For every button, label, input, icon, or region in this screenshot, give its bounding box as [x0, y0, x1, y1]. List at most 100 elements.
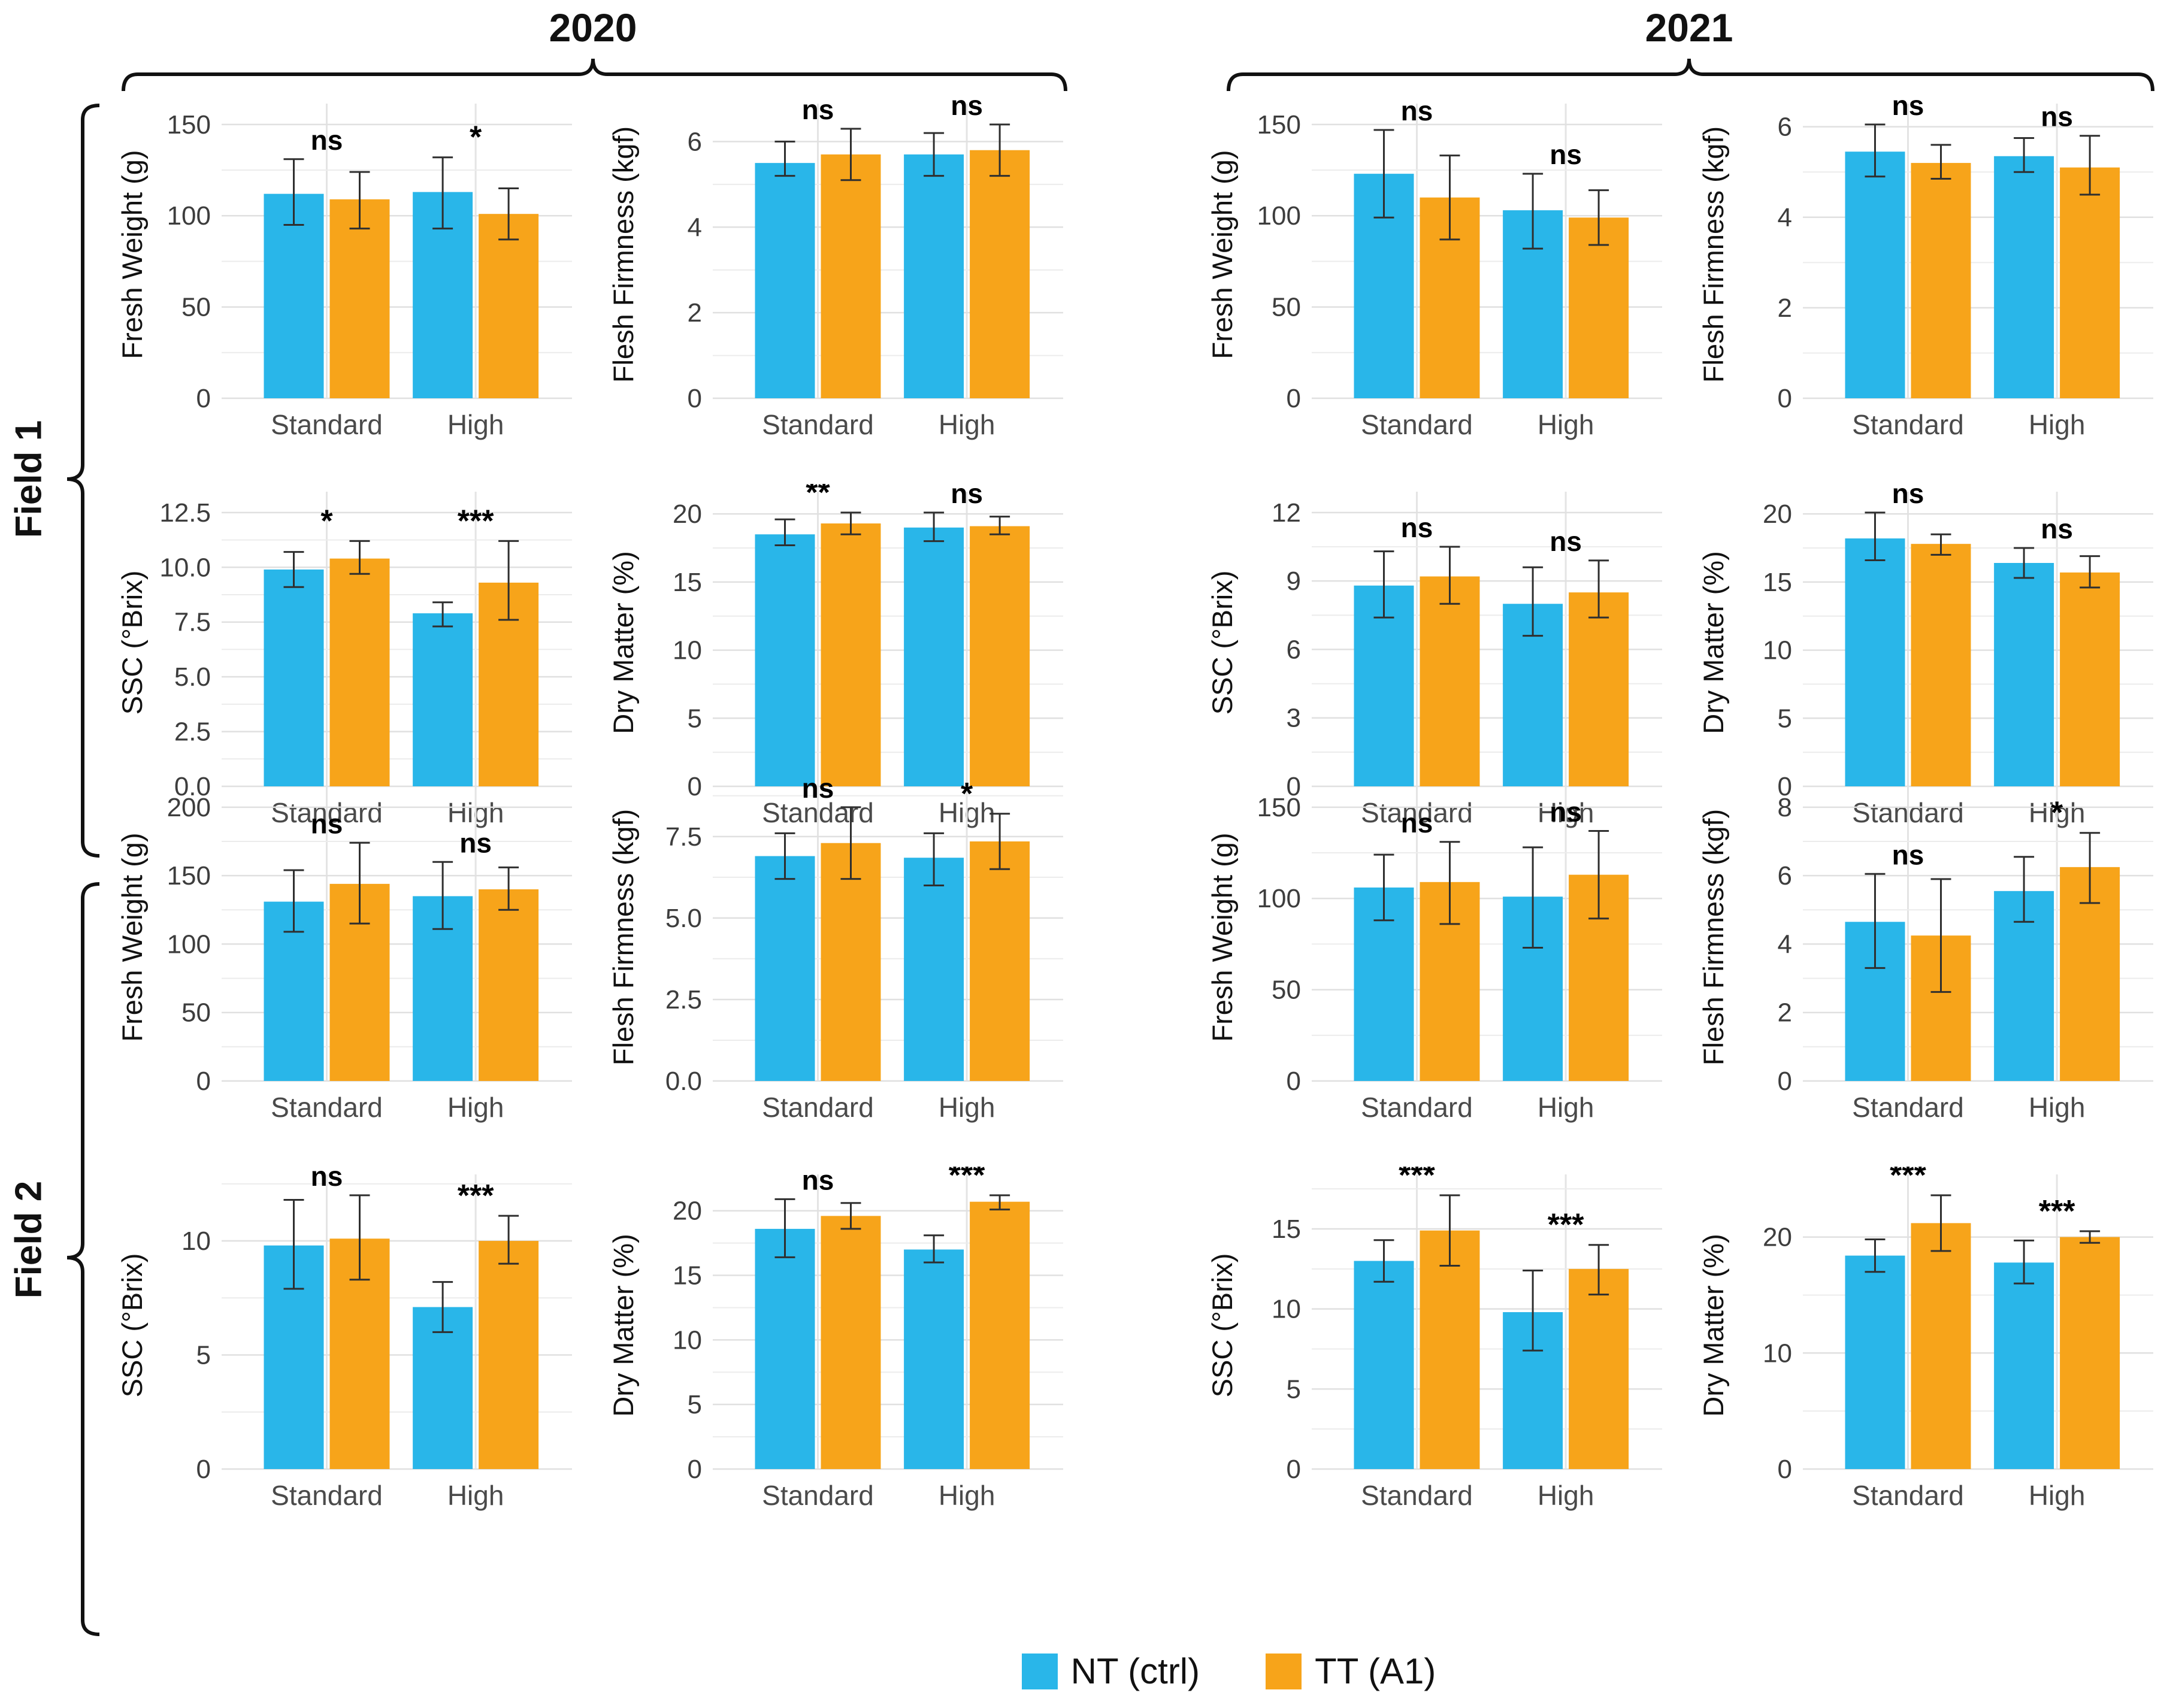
error-bar: [1523, 1270, 1544, 1352]
y-tick-label: 5: [1778, 704, 1792, 733]
y-tick-label: 0: [1287, 772, 1301, 801]
y-tick-label: 0: [1778, 772, 1792, 801]
error-bar: [774, 1198, 795, 1258]
y-tick-label: 20: [673, 499, 702, 529]
x-category-label: Standard: [271, 1092, 383, 1123]
y-tick-label: 0: [688, 1455, 702, 1484]
y-tick-label: 5.0: [174, 662, 211, 692]
error-bar: [498, 1215, 519, 1265]
y-tick-label: 7.5: [665, 822, 702, 852]
y-tick-label: 8: [1778, 793, 1792, 822]
bar-nt-high: [1994, 156, 2054, 398]
x-category-label: Standard: [1361, 1480, 1473, 1511]
significance-label: ***: [458, 504, 494, 538]
y-tick-label: 15: [1272, 1215, 1301, 1244]
panel-field2-2020-dry_matter: 0 5 10 15 20 ns Standard *** High Dry Matter (%): [602, 1158, 1090, 1550]
bar-tt-standard: [1911, 1223, 1971, 1469]
panel-field2-2020-flesh_firmness: 0.0 2.5 5.0 7.5 ns Standard * High Flesh Firmnes…: [602, 773, 1090, 1162]
y-tick-label: 5: [1287, 1374, 1301, 1404]
error-bar: [432, 601, 453, 628]
x-category-label: High: [939, 1092, 995, 1123]
error-bar: [2014, 547, 2035, 579]
panel-field2-2021-fresh_weight: 0 50 100 150 ns Standard ns High Fresh Weight (g…: [1201, 779, 1689, 1162]
bar-tt-standard: [1911, 544, 1971, 786]
error-bar: [1523, 846, 1544, 949]
year-header-2021: 2021: [1645, 5, 1733, 50]
bar-nt-high: [904, 154, 964, 398]
y-tick-label: 15: [673, 568, 702, 597]
y-axis-title: Flesh Firmness (kgf): [1697, 126, 1729, 383]
panel-svg: 0 5 10 15 *** Standard *** High SSC (°Brix): [1206, 1158, 1662, 1511]
bar-tt-high: [970, 1201, 1030, 1469]
bar-tt-standard: [1911, 163, 1971, 398]
y-tick-label: 7.5: [174, 608, 211, 637]
error-bar: [1439, 1194, 1460, 1267]
bar-nt-standard: [755, 856, 815, 1081]
error-bar: [1523, 566, 1544, 637]
bar-tt-standard: [329, 558, 390, 786]
y-tick-label: 0: [196, 384, 211, 413]
y-tick-label: 15: [673, 1261, 702, 1291]
x-category-label: Standard: [1361, 1092, 1473, 1123]
y-tick-label: 0: [1778, 1455, 1792, 1484]
y-axis-title: Fresh Weight (g): [1206, 150, 1238, 359]
y-tick-label: 2: [1778, 293, 1792, 323]
significance-label: ***: [2039, 1194, 2075, 1229]
tt-color-swatch: [1266, 1653, 1302, 1689]
bar-tt-standard: [329, 199, 390, 398]
bar-tt-high: [479, 889, 539, 1081]
error-bar: [924, 832, 945, 886]
error-bar: [1373, 1239, 1394, 1283]
error-bar: [1865, 1238, 1886, 1273]
y-tick-label: 0.0: [174, 772, 211, 801]
y-tick-label: 0: [1287, 1067, 1301, 1096]
panel-field2-2020-fresh_weight: 0 50 100 150 200 ns Standard ns High Fresh Weight…: [111, 779, 599, 1162]
error-bar: [989, 123, 1010, 177]
y-tick-label: 200: [167, 793, 211, 822]
y-tick-label: 2.5: [665, 985, 702, 1014]
panel-field1-2021-dry_matter: 0 5 10 15 20 ns Standard ns High Dry Matter (%): [1692, 478, 2180, 867]
significance-label: ns: [951, 96, 983, 121]
x-category-label: High: [1538, 1092, 1594, 1123]
bar-nt-high: [904, 1249, 964, 1469]
y-tick-label: 0: [1778, 384, 1792, 413]
significance-label: ns: [1892, 484, 1924, 509]
bar-nt-high: [1994, 1262, 2054, 1469]
significance-label: ***: [1548, 1208, 1584, 1243]
y-tick-label: 10: [673, 1325, 702, 1355]
error-bar: [2014, 137, 2035, 173]
y-tick-label: 5: [688, 1390, 702, 1419]
y-tick-label: 50: [1272, 293, 1301, 322]
y-tick-label: 2.5: [174, 717, 211, 747]
y-axis-title: SSC (°Brix): [1206, 1253, 1238, 1398]
y-tick-label: 150: [1257, 110, 1301, 140]
y-tick-label: 20: [673, 1197, 702, 1226]
y-tick-label: 5.0: [665, 904, 702, 933]
y-tick-label: 0: [688, 772, 702, 801]
nt-legend-label: NT (ctrl): [1070, 1651, 1200, 1691]
error-bar: [432, 156, 453, 230]
y-tick-label: 10: [673, 636, 702, 665]
bar-tt-high: [479, 214, 539, 398]
y-tick-label: 6: [688, 127, 702, 156]
bar-nt-standard: [1845, 1255, 1905, 1469]
y-axis-title: Dry Matter (%): [607, 1234, 639, 1417]
legend-item-nt: NT (ctrl): [1021, 1651, 1200, 1692]
error-bar: [1373, 853, 1394, 922]
field-label-1: Field 1: [8, 420, 50, 538]
significance-label: ns: [1550, 526, 1582, 557]
error-bar: [2080, 135, 2101, 196]
y-tick-label: 10.0: [159, 553, 211, 582]
panel-svg: 0.02.55.07.510.012.5 *Standard***HighSSC …: [116, 492, 572, 828]
tt-legend-label: TT (A1): [1315, 1651, 1436, 1691]
error-bar: [2080, 1230, 2101, 1244]
error-bar: [774, 518, 795, 546]
y-tick-label: 50: [1272, 976, 1301, 1005]
x-category-label: Standard: [271, 1480, 383, 1511]
panel-svg: 0 50 100 150 ns Standard * High Fresh Weight (g): [116, 104, 572, 440]
error-bar: [283, 869, 304, 933]
y-tick-label: 100: [1257, 201, 1301, 231]
error-bar: [774, 140, 795, 177]
error-bar: [989, 1194, 1010, 1211]
